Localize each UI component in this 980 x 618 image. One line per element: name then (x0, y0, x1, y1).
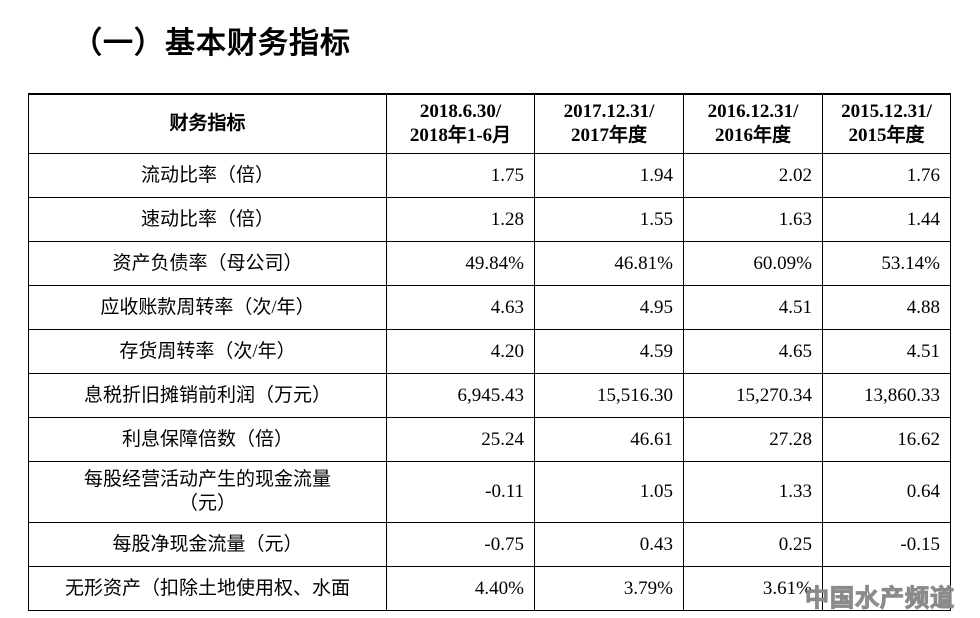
value-cell: 1.44 (822, 197, 951, 242)
watermark: 中国水产频道 (805, 586, 955, 613)
cell-line: 2018年1-6月 (409, 125, 512, 146)
cell-line: 2016年度 (714, 125, 791, 146)
header-row: 财务指标 2018.6.30/2018年1-6月 2017.12.31/2017年度… (28, 93, 951, 154)
row-label: 速动比率（倍） (28, 197, 387, 242)
table-row: 流动比率（倍） 1.75 1.94 2.02 1.76 (28, 153, 951, 198)
cell-line: 每股经营活动产生的现金流量 (83, 469, 331, 490)
row-label: 无形资产（扣除土地使用权、水面 (28, 566, 387, 611)
value-cell: 0.43 (534, 522, 684, 567)
value-cell: -0.11 (386, 461, 535, 523)
cell-line: 财务指标 (169, 113, 246, 134)
value-cell: 2.02 (683, 153, 823, 198)
table-row: 无形资产（扣除土地使用权、水面 4.40% 3.79% 3.61% (28, 566, 951, 611)
cell-line: 2015.12.31/ (841, 101, 932, 122)
cell-line: 资产负债率（母公司） (112, 252, 303, 274)
value-cell: 0.64 (822, 461, 951, 523)
value-cell: 4.51 (822, 329, 951, 374)
row-label: 存货周转率（次/年） (28, 329, 387, 374)
value-cell: 1.33 (683, 461, 823, 523)
value-cell: 6,945.43 (386, 373, 535, 418)
heading: （一）基本财务指标 (72, 27, 351, 60)
indicator-table: 财务指标 2018.6.30/2018年1-6月 2017.12.31/2017年度… (28, 93, 951, 611)
cell-line: 2017.12.31/ (563, 101, 655, 122)
value-cell: 4.59 (534, 329, 684, 374)
value-cell: 1.94 (534, 153, 684, 198)
value-cell: 15,516.30 (534, 373, 684, 418)
value-cell: 49.84% (386, 241, 535, 286)
row-label: 利息保障倍数（倍） (28, 417, 387, 462)
table-row: 利息保障倍数（倍） 25.24 46.61 27.28 16.62 (28, 417, 951, 462)
row-label: 流动比率（倍） (28, 153, 387, 198)
table-row: 应收账款周转率（次/年） 4.63 4.95 4.51 4.88 (28, 285, 951, 330)
table-row: 速动比率（倍） 1.28 1.55 1.63 1.44 (28, 197, 951, 242)
cell-line: 无形资产（扣除土地使用权、水面 (64, 577, 350, 599)
row-label: 每股经营活动产生的现金流量 （元） (28, 461, 387, 523)
cell-line: 流动比率（倍） (140, 164, 274, 186)
value-cell: 0.25 (683, 522, 823, 567)
value-cell: 25.24 (386, 417, 535, 462)
cell-line: 2015年度 (848, 125, 925, 146)
value-cell: 1.55 (534, 197, 684, 242)
value-cell: 4.65 (683, 329, 823, 374)
row-label: 应收账款周转率（次/年） (28, 285, 387, 330)
cell-line: 息税折旧摊销前利润（万元） (83, 384, 331, 406)
header-cell: 2015.12.31/2015年度 (822, 93, 951, 154)
row-label: 息税折旧摊销前利润（万元） (28, 373, 387, 418)
table-row: 每股净现金流量（元） -0.75 0.43 0.25 -0.15 (28, 522, 951, 567)
value-cell: 4.95 (534, 285, 684, 330)
table-row: 息税折旧摊销前利润（万元） 6,945.43 15,516.30 15,270.34 1… (28, 373, 951, 418)
table-row: 每股经营活动产生的现金流量 （元） -0.11 1.05 1.33 0.64 (28, 461, 951, 523)
row-label: 资产负债率（母公司） (28, 241, 387, 286)
value-cell: 1.75 (386, 153, 535, 198)
cell-line: 2017年度 (570, 125, 647, 146)
value-cell: 27.28 (683, 417, 823, 462)
cell-line: 2018.6.30/ (419, 101, 502, 122)
value-cell: -0.15 (822, 522, 951, 567)
value-cell: 1.28 (386, 197, 535, 242)
value-cell: 46.61 (534, 417, 684, 462)
value-cell: 16.62 (822, 417, 951, 462)
value-cell: 15,270.34 (683, 373, 823, 418)
value-cell: 4.40% (386, 566, 535, 611)
value-cell: 4.51 (683, 285, 823, 330)
value-cell: 1.76 (822, 153, 951, 198)
cell-line: 2016.12.31/ (707, 101, 799, 122)
value-cell: 1.05 (534, 461, 684, 523)
cell-line: （元） (178, 493, 236, 514)
header-cell: 2017.12.31/2017年度 (534, 93, 684, 154)
header-cell: 财务指标 (28, 93, 387, 154)
cell-line: 存货周转率（次/年） (119, 340, 296, 362)
header-cell: 2018.6.30/2018年1-6月 (386, 93, 535, 154)
value-cell: 1.63 (683, 197, 823, 242)
cell-line: 利息保障倍数（倍） (121, 428, 293, 450)
value-cell: 4.63 (386, 285, 535, 330)
cell-line: 应收账款周转率（次/年） (100, 296, 315, 318)
value-cell: 53.14% (822, 241, 951, 286)
value-cell: 46.81% (534, 241, 684, 286)
value-cell (822, 566, 951, 611)
value-cell: -0.75 (386, 522, 535, 567)
table-head: 财务指标 2018.6.30/2018年1-6月 2017.12.31/2017年度… (28, 93, 951, 154)
table-row: 存货周转率（次/年） 4.20 4.59 4.65 4.51 (28, 329, 951, 374)
value-cell: 60.09% (683, 241, 823, 286)
header-cell: 2016.12.31/2016年度 (683, 93, 823, 154)
value-cell: 3.79% (534, 566, 684, 611)
table-row: 资产负债率（母公司） 49.84% 46.81% 60.09% 53.14% (28, 241, 951, 286)
value-cell: 4.88 (822, 285, 951, 330)
table-body: 流动比率（倍） 1.75 1.94 2.02 1.76 速动比率（倍） 1.28 1.55 1.… (28, 153, 951, 611)
value-cell: 4.20 (386, 329, 535, 374)
value-cell: 3.61% (683, 566, 823, 611)
row-label: 每股净现金流量（元） (28, 522, 387, 567)
cell-line: 每股净现金流量（元） (112, 533, 303, 555)
cell-line: 速动比率（倍） (140, 208, 274, 230)
value-cell: 13,860.33 (822, 373, 951, 418)
